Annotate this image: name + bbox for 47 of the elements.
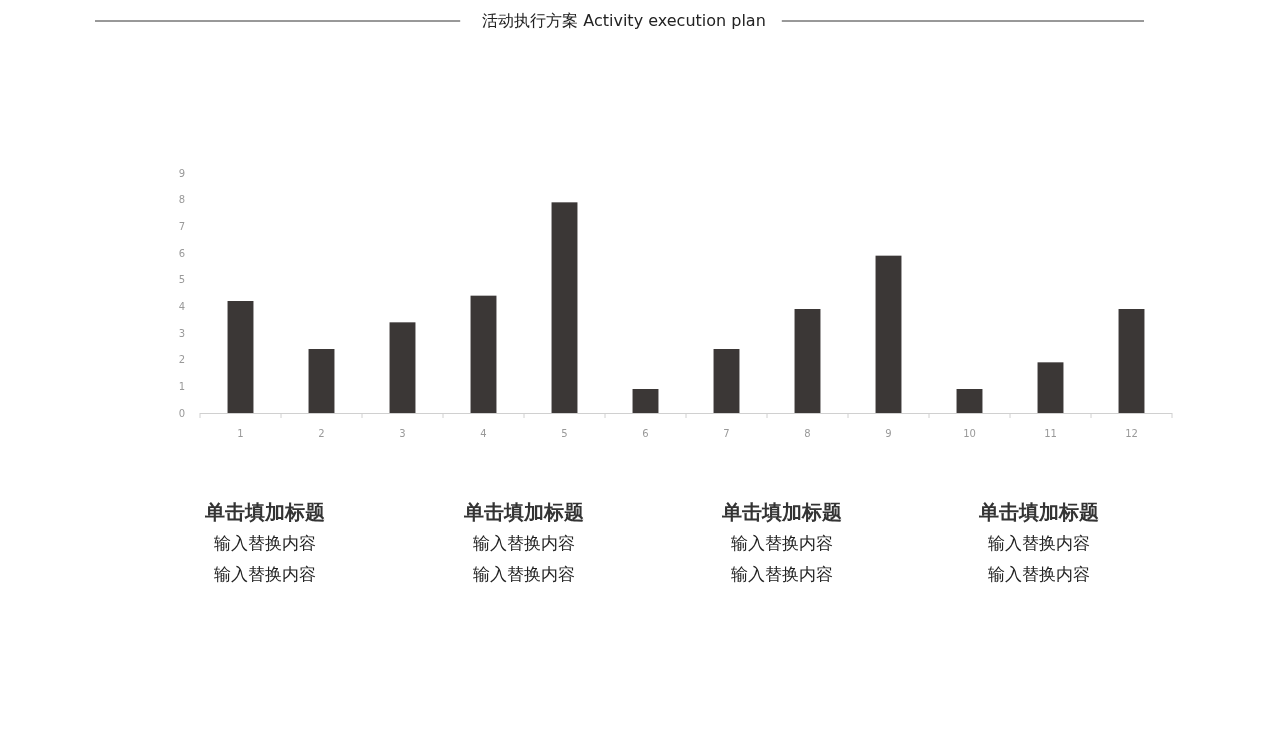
bar bbox=[956, 389, 983, 413]
text: 单击填加标题 bbox=[721, 500, 842, 524]
text: 单击填加标题 bbox=[204, 500, 325, 524]
y-tick-label: 5 bbox=[178, 274, 185, 286]
text: 输入替换内容 bbox=[214, 564, 316, 584]
text: 输入替换内容 bbox=[988, 533, 1090, 553]
text: 单击填加标题 bbox=[463, 500, 584, 524]
bar bbox=[632, 389, 659, 413]
bar bbox=[1037, 362, 1064, 413]
text: 输入替换内容 bbox=[473, 533, 575, 553]
bar bbox=[470, 295, 497, 413]
text: 输入替换内容 bbox=[731, 564, 833, 584]
y-tick-label: 7 bbox=[178, 220, 185, 232]
bar bbox=[551, 202, 578, 413]
bar bbox=[875, 255, 902, 413]
text: 输入替换内容 bbox=[214, 533, 316, 553]
text: 单击填加标题 bbox=[978, 500, 1099, 524]
y-tick-label: 6 bbox=[178, 247, 185, 259]
bar bbox=[389, 322, 416, 413]
bar bbox=[1118, 309, 1145, 413]
y-tick-label: 1 bbox=[178, 380, 185, 392]
y-tick-label: 0 bbox=[178, 407, 185, 419]
x-tick-label: 10 bbox=[963, 428, 976, 439]
x-tick-label: 6 bbox=[642, 428, 649, 439]
x-tick-label: 5 bbox=[561, 428, 568, 439]
text: 输入替换内容 bbox=[473, 564, 575, 584]
x-tick-label: 7 bbox=[723, 428, 730, 439]
bar bbox=[227, 301, 254, 413]
x-tick-label: 8 bbox=[804, 428, 811, 439]
y-tick-label: 8 bbox=[178, 194, 185, 206]
x-tick-label: 1 bbox=[237, 428, 244, 439]
x-tick-label: 2 bbox=[318, 428, 325, 439]
y-tick-label: 3 bbox=[178, 327, 185, 339]
x-tick-label: 9 bbox=[885, 428, 892, 439]
y-tick-label: 2 bbox=[178, 354, 185, 366]
bar bbox=[713, 349, 740, 413]
bar bbox=[308, 349, 335, 413]
y-tick-label: 4 bbox=[178, 300, 185, 312]
x-tick-label: 4 bbox=[480, 428, 487, 439]
bar bbox=[794, 309, 821, 413]
text: 输入替换内容 bbox=[988, 564, 1090, 584]
chart-title: 活动执行方案 Activity execution plan bbox=[482, 11, 766, 30]
x-tick-label: 11 bbox=[1044, 428, 1057, 439]
text: 输入替换内容 bbox=[731, 533, 833, 553]
x-tick-label: 12 bbox=[1125, 428, 1138, 439]
y-tick-label: 9 bbox=[178, 167, 185, 179]
x-tick-label: 3 bbox=[399, 428, 406, 439]
